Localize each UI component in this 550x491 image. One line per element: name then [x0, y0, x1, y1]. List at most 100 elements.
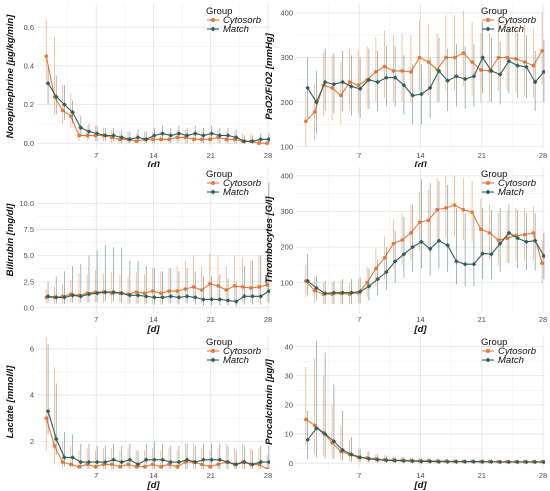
- x-tick-label: 28: [264, 315, 272, 324]
- data-point: [532, 459, 538, 465]
- data-point: [217, 133, 223, 138]
- data-point: [118, 464, 122, 469]
- data-point: [127, 457, 133, 463]
- data-point: [427, 246, 433, 252]
- data-point: [45, 408, 51, 414]
- x-tick-label: 14: [416, 315, 424, 324]
- data-point: [160, 457, 165, 463]
- data-point: [471, 459, 477, 465]
- legend-title: Group: [481, 6, 507, 17]
- data-point: [515, 63, 520, 68]
- data-point: [444, 55, 448, 60]
- data-point: [225, 133, 231, 138]
- data-point: [409, 231, 413, 235]
- data-point: [347, 80, 352, 84]
- data-point: [167, 289, 171, 293]
- data-point: [540, 49, 544, 53]
- data-point: [225, 459, 231, 465]
- data-point: [436, 238, 442, 244]
- x-tick-label: 14: [149, 151, 157, 160]
- y-axis-title: PaO2/FiO2 [mmHg]: [264, 32, 275, 119]
- x-tick-label: 21: [478, 151, 486, 160]
- data-point: [216, 284, 220, 288]
- y-tick-label: 0.0: [24, 303, 34, 312]
- data-point: [242, 294, 247, 299]
- data-point: [184, 294, 190, 299]
- y-tick-label: 40: [285, 342, 293, 351]
- data-point: [522, 60, 527, 64]
- data-point: [532, 238, 538, 244]
- data-point: [419, 91, 424, 97]
- legend-label: Match: [223, 187, 249, 198]
- data-point: [322, 79, 328, 85]
- y-tick-label: 200: [280, 98, 293, 107]
- data-point: [77, 133, 81, 138]
- data-point: [258, 137, 264, 142]
- data-point: [53, 94, 59, 100]
- data-point: [69, 462, 73, 467]
- data-point: [506, 58, 512, 64]
- data-point: [452, 55, 457, 60]
- data-point: [532, 79, 538, 85]
- series-match: [305, 179, 545, 305]
- legend-label: Cytosorb: [498, 15, 536, 26]
- x-tick-label: 7: [357, 315, 361, 324]
- y-tick-label: 7.5: [24, 225, 34, 234]
- data-point: [314, 425, 319, 431]
- legend-label: Match: [498, 24, 524, 35]
- data-point: [53, 436, 59, 442]
- data-point: [480, 251, 485, 256]
- legend-key-marker: [210, 189, 216, 195]
- data-point: [183, 460, 188, 464]
- data-point: [419, 459, 424, 464]
- data-point: [375, 79, 380, 85]
- series-match: [305, 21, 545, 134]
- data-point: [427, 459, 433, 464]
- series-match: [45, 344, 270, 469]
- data-point: [134, 464, 139, 469]
- data-point: [158, 464, 163, 469]
- y-tick-label: 5.0: [24, 251, 34, 260]
- y-tick-label: 100: [280, 142, 293, 151]
- data-point: [191, 285, 196, 289]
- data-point: [199, 288, 204, 292]
- data-point: [480, 459, 485, 465]
- data-point: [93, 464, 98, 469]
- data-point: [426, 218, 431, 223]
- data-layer: [44, 337, 270, 469]
- x-axis-title: [d]: [413, 324, 427, 335]
- data-point: [232, 284, 237, 288]
- data-point: [134, 139, 139, 144]
- data-point: [158, 137, 163, 142]
- data-point: [392, 458, 398, 463]
- data-point: [515, 459, 520, 465]
- data-point: [436, 459, 442, 465]
- y-tick-label: 6: [30, 344, 34, 353]
- x-tick-label: 21: [207, 315, 215, 324]
- data-point: [53, 295, 59, 300]
- data-point: [365, 280, 369, 285]
- series-line: [45, 56, 268, 144]
- data-point: [427, 85, 433, 91]
- data-point: [167, 137, 171, 142]
- data-point: [266, 459, 270, 465]
- y-tick-label: 400: [280, 9, 293, 18]
- data-point: [70, 455, 75, 460]
- data-point: [134, 290, 139, 294]
- x-axis-title: [d]: [413, 480, 427, 491]
- data-point: [52, 444, 57, 448]
- data-point: [322, 291, 328, 296]
- data-point: [217, 457, 223, 463]
- data-point: [201, 457, 206, 463]
- chart-panel-6: 7 14 21 28 0 10 20 30 40 [d] Procalcitonin [µg/l] G…: [264, 335, 547, 491]
- series-line: [307, 427, 544, 463]
- data-point: [489, 459, 494, 465]
- legend-key-marker: [486, 349, 490, 353]
- data-point: [487, 231, 492, 235]
- data-point: [208, 464, 212, 469]
- data-point: [375, 457, 380, 462]
- data-point: [452, 203, 457, 207]
- data-point: [410, 244, 415, 250]
